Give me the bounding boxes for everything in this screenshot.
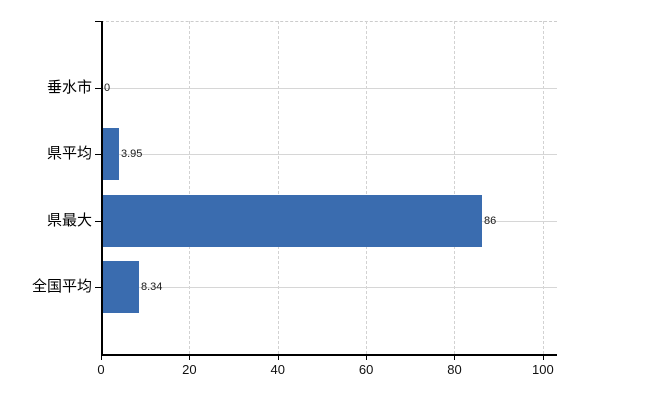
x-axis-tick xyxy=(189,355,191,360)
x-axis-tick xyxy=(542,355,544,360)
value-label: 0 xyxy=(104,82,111,94)
x-gridline xyxy=(189,21,191,354)
category-label: 県最大 xyxy=(46,212,92,229)
y-gridline xyxy=(101,88,557,89)
x-axis-tick xyxy=(277,355,279,360)
category-label: 垂水市 xyxy=(46,79,92,96)
y-axis-tick xyxy=(95,154,101,155)
x-tick-label: 40 xyxy=(270,362,285,377)
bar xyxy=(102,128,119,180)
x-gridline xyxy=(366,21,368,354)
x-axis-line xyxy=(101,354,557,356)
value-label: 86 xyxy=(484,215,497,227)
y-axis-line xyxy=(101,21,103,354)
bar xyxy=(102,261,139,313)
category-label: 県平均 xyxy=(46,145,92,162)
x-axis-tick xyxy=(454,355,456,360)
value-label: 8.34 xyxy=(141,281,163,293)
y-axis-tick xyxy=(95,221,101,222)
x-tick-label: 0 xyxy=(97,362,105,377)
y-gridline xyxy=(101,154,557,155)
x-tick-label: 60 xyxy=(358,362,374,377)
y-gridline xyxy=(101,287,557,288)
plot-top-border xyxy=(101,21,557,22)
y-axis-tick xyxy=(95,287,101,288)
x-tick-label: 80 xyxy=(447,362,462,377)
bar xyxy=(102,195,482,247)
x-gridline xyxy=(277,21,279,354)
x-axis-tick xyxy=(101,355,102,360)
y-axis-tick xyxy=(95,88,101,89)
x-axis-tick xyxy=(366,355,368,360)
x-tick-label: 20 xyxy=(182,362,197,377)
x-gridline xyxy=(542,21,544,354)
y-axis-tick xyxy=(95,21,101,22)
value-label: 3.95 xyxy=(121,148,143,160)
x-gridline xyxy=(454,21,456,354)
x-tick-label: 100 xyxy=(532,362,554,377)
category-label: 全国平均 xyxy=(31,278,92,295)
